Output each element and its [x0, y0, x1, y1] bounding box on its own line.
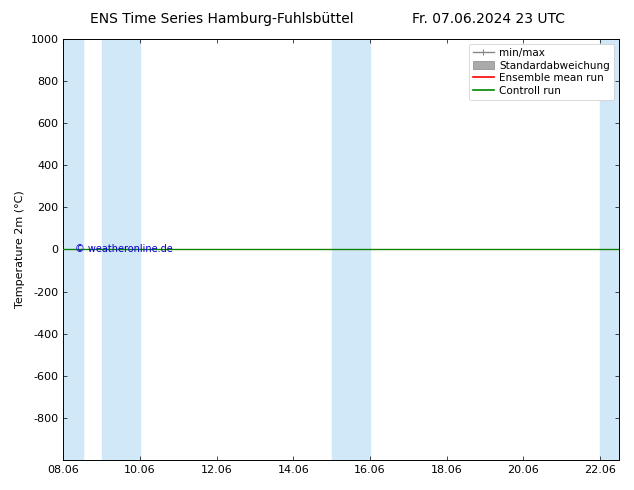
Bar [600, 39, 619, 460]
Bar [332, 39, 370, 460]
Bar [101, 39, 140, 460]
Text: ENS Time Series Hamburg-Fuhlsbüttel: ENS Time Series Hamburg-Fuhlsbüttel [90, 12, 354, 26]
Y-axis label: Temperature 2m (°C): Temperature 2m (°C) [15, 191, 25, 308]
Text: © weatheronline.de: © weatheronline.de [75, 245, 172, 254]
Legend: min/max, Standardabweichung, Ensemble mean run, Controll run: min/max, Standardabweichung, Ensemble me… [469, 44, 614, 100]
Bar [63, 39, 82, 460]
Text: Fr. 07.06.2024 23 UTC: Fr. 07.06.2024 23 UTC [411, 12, 565, 26]
